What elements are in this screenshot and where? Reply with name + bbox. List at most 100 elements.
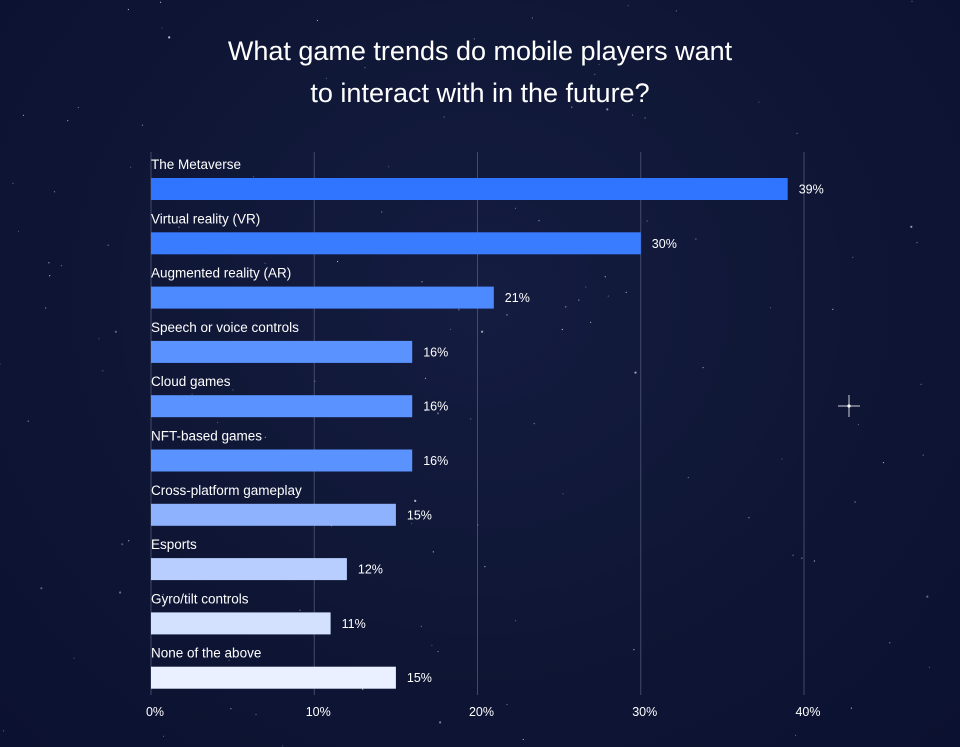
star-dot — [60, 265, 63, 267]
star-dot — [538, 220, 540, 222]
category-label: None of the above — [151, 646, 261, 661]
star-dot — [506, 703, 508, 706]
star-dot — [646, 220, 648, 222]
category-label: NFT-based games — [151, 429, 262, 444]
star-dot — [325, 77, 327, 79]
star-dot — [449, 328, 452, 330]
x-tick-label: 30% — [632, 705, 657, 719]
twinkle-star-icon — [838, 395, 860, 417]
star-dot — [114, 330, 117, 333]
category-label: Esports — [151, 537, 197, 552]
star-dot — [607, 295, 609, 297]
star-dot — [128, 540, 130, 542]
star-dot — [748, 517, 750, 519]
star-dot — [27, 420, 29, 422]
star-dot — [813, 560, 816, 562]
star-dot — [73, 657, 75, 659]
star-dot — [53, 191, 56, 193]
chart-title-line-2: to interact with in the future? — [310, 78, 650, 108]
star-dot — [217, 421, 219, 424]
star-dot — [161, 27, 163, 29]
bar-7 — [151, 503, 396, 526]
star-dot — [255, 713, 257, 716]
star-dot — [282, 745, 284, 747]
bar-8 — [151, 558, 347, 581]
chart-title: What game trends do mobile players want … — [0, 30, 960, 114]
star-dot — [634, 371, 637, 374]
value-label: 21% — [505, 291, 530, 305]
star-dot — [264, 262, 266, 264]
value-label: 15% — [407, 671, 432, 685]
star-dot — [561, 328, 563, 331]
category-labels: The Metaverse Virtual reality (VR) Augment… — [151, 157, 302, 661]
bar-5 — [151, 395, 413, 418]
star-dot — [411, 522, 413, 525]
star-dot — [910, 225, 913, 228]
star-dot — [228, 659, 230, 662]
star-dot — [514, 207, 517, 209]
star-dot — [119, 591, 122, 594]
star-dot — [633, 649, 635, 651]
star-dot — [458, 309, 460, 311]
star-dot — [45, 307, 47, 309]
value-label: 16% — [423, 345, 448, 359]
star-dot — [102, 370, 104, 372]
bar-3 — [151, 286, 494, 309]
x-axis-ticks: 0% 10% 20% 30% 40% — [146, 705, 821, 719]
star-dot — [424, 377, 427, 379]
star-dot — [850, 707, 853, 709]
star-dot — [606, 108, 609, 111]
star-dot — [381, 211, 383, 213]
star-dot — [424, 409, 426, 412]
star-dot — [481, 330, 484, 333]
star-dot — [337, 260, 339, 263]
star-dot — [922, 454, 924, 456]
star-dot — [702, 367, 704, 369]
value-label: 16% — [423, 400, 448, 414]
star-dot — [531, 17, 534, 19]
category-label: The Metaverse — [151, 157, 241, 172]
star-dot — [473, 38, 475, 40]
value-label: 12% — [358, 563, 383, 577]
star-dot — [264, 436, 266, 438]
value-label: 15% — [407, 508, 432, 522]
star-dot — [168, 36, 171, 39]
star-dot — [625, 291, 627, 293]
star-dot — [362, 688, 364, 690]
star-dot — [232, 389, 234, 391]
star-dot — [882, 462, 885, 464]
star-dot — [141, 124, 144, 126]
category-label: Cross-platform gameplay — [151, 483, 302, 498]
star-dot — [627, 5, 629, 7]
star-dot — [67, 120, 69, 122]
star-dot — [854, 501, 856, 503]
chart-title-line-1: What game trends do mobile players want — [227, 36, 733, 66]
star-dot — [571, 106, 573, 108]
category-label: Augmented reality (AR) — [151, 266, 291, 281]
star-dot — [506, 314, 508, 316]
bars — [151, 178, 788, 689]
star-dot — [22, 114, 24, 116]
star-dot — [191, 393, 193, 395]
star-dot — [795, 734, 797, 737]
star-dot — [687, 476, 689, 479]
category-label: Cloud games — [151, 374, 231, 389]
star-dot — [781, 458, 783, 460]
x-tick-label: 0% — [146, 705, 164, 719]
bar-6 — [151, 449, 413, 472]
star-dot — [769, 307, 772, 309]
star-dot — [796, 132, 798, 134]
star-dot — [414, 499, 417, 502]
star-dot — [252, 176, 255, 178]
star-dot — [644, 117, 646, 119]
star-dot — [590, 321, 592, 323]
x-tick-label: 10% — [306, 705, 331, 719]
star-dot — [484, 566, 486, 568]
star-dot — [420, 625, 422, 627]
star-dot — [911, 0, 913, 2]
star-dot — [857, 424, 860, 426]
x-tick-label: 40% — [795, 705, 820, 719]
star-dot — [594, 73, 596, 75]
category-label: Virtual reality (VR) — [151, 211, 260, 226]
